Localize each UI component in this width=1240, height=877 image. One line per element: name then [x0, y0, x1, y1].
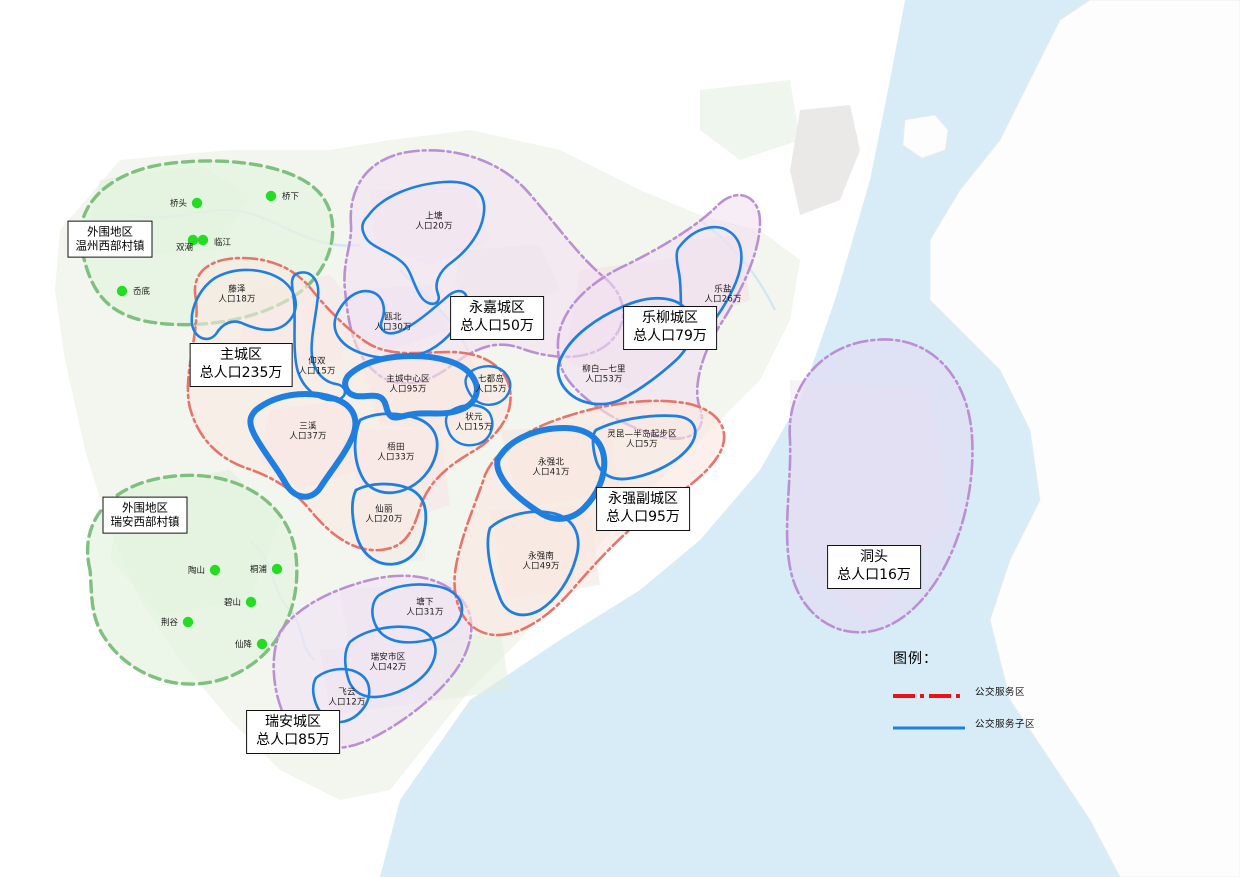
- legend-item-bus-service-sub-area: 公交服务子区: [893, 716, 1113, 730]
- district-box-main-city: 主城区 总人口235万: [189, 343, 293, 387]
- sub-zone-xianli: [351, 482, 428, 566]
- sub-zone-zhuangyuan: [444, 403, 494, 447]
- sub-zone-sanxi: [247, 391, 359, 500]
- sub-zone-yangshuang: [290, 271, 347, 402]
- town-dot-aodi: [116, 285, 128, 297]
- sub-zone-yongqiang-nan: [486, 510, 580, 617]
- town-dot-qiaoxia: [265, 190, 277, 202]
- district-box-dongtou: 洞头 总人口16万: [827, 545, 921, 589]
- coast-landmass-right: [929, 0, 1240, 877]
- town-dots: [116, 190, 283, 650]
- coast-island-small: [902, 114, 949, 159]
- town-dot-tongpu: [271, 563, 283, 575]
- legend-item-bus-service-area: 公交服务区: [893, 684, 1113, 698]
- district-box-yongjia: 永嘉城区 总人口50万: [450, 296, 544, 340]
- district-box-outer-ruian-west: 外围地区 瑞安西部村镇: [102, 496, 188, 534]
- district-box-outer-wenzhou-west: 外围地区 温州西部村镇: [67, 220, 153, 258]
- sub-zone-yongqiang-bei: [494, 425, 608, 522]
- sub-zone-feiyun: [312, 667, 371, 724]
- legend: 图例： 公交服务区 公交服务子区: [893, 648, 1113, 748]
- estuary-sandbar: [790, 105, 860, 215]
- town-dot-taoshan: [209, 564, 221, 576]
- district-box-leliu: 乐柳城区 总人口79万: [623, 306, 717, 350]
- sub-zone-tengze: [190, 268, 297, 341]
- legend-title: 图例：: [893, 651, 938, 667]
- town-dot-bishan: [245, 596, 257, 608]
- sub-zone-lingkun: [591, 414, 697, 481]
- town-dot-xianjiang: [256, 638, 268, 650]
- legend-label-bus-service-sub-area: 公交服务子区: [975, 719, 1036, 730]
- sub-zone-tangxia: [371, 583, 464, 644]
- sub-zone-wutian: [353, 412, 439, 495]
- sub-zone-shangtang: [361, 180, 486, 306]
- district-box-ruian: 瑞安城区 总人口85万: [246, 710, 340, 754]
- legend-label-bus-service-area: 公交服务区: [975, 687, 1026, 698]
- legend-swatch-solid: [893, 718, 965, 730]
- sub-zone-liubai-qili: [556, 296, 694, 406]
- district-box-yongqiang-sub: 永强副城区 总人口95万: [596, 487, 690, 531]
- sub-zone-ruian-shiqu: [343, 625, 437, 699]
- town-dot-jinggu: [182, 616, 194, 628]
- legend-swatch-dash-dot: [893, 686, 965, 698]
- sub-zone-outlines: [190, 180, 743, 724]
- sub-zone-main-city-core: [342, 353, 480, 421]
- sub-zone-qidudao: [464, 365, 512, 406]
- town-dot-shuangchao: [187, 234, 199, 246]
- town-dot-linjiang: [197, 234, 209, 246]
- town-dot-qiaotou: [191, 197, 203, 209]
